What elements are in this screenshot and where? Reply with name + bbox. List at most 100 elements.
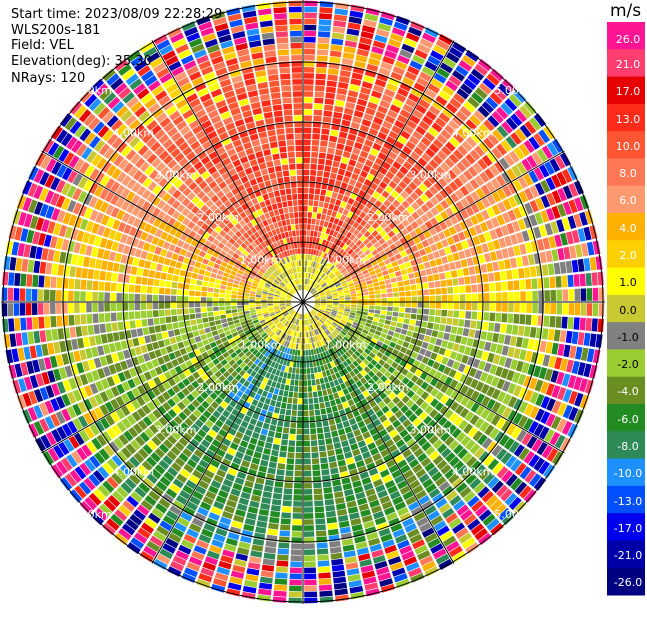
- range-gate: [242, 434, 251, 443]
- range-gate: [551, 400, 562, 414]
- range-gate: [336, 87, 348, 96]
- range-gate: [368, 245, 376, 253]
- range-gate: [382, 161, 391, 170]
- range-gate: [397, 204, 406, 213]
- range-gate: [271, 381, 277, 388]
- range-gate: [409, 533, 423, 544]
- range-gate: [395, 439, 406, 448]
- range-gate: [474, 63, 488, 76]
- range-gate: [425, 210, 434, 220]
- range-gate: [545, 383, 555, 396]
- range-gate: [458, 319, 465, 327]
- range-gate: [133, 509, 146, 521]
- range-gate: [344, 451, 353, 459]
- range-gate: [337, 377, 344, 385]
- range-gate: [287, 452, 295, 459]
- range-gate: [475, 245, 484, 255]
- range-gate: [345, 334, 352, 340]
- range-gate: [324, 196, 331, 203]
- range-gate: [239, 440, 249, 448]
- range-gate: [307, 286, 311, 292]
- range-gate: [421, 321, 428, 328]
- range-gate: [286, 314, 291, 320]
- range-gate: [357, 250, 364, 257]
- range-gate: [376, 522, 389, 531]
- range-gate: [231, 305, 237, 310]
- range-gate: [355, 313, 362, 318]
- range-gate: [535, 197, 545, 211]
- range-gate: [342, 151, 351, 159]
- range-gate: [334, 270, 340, 276]
- range-gate: [340, 214, 347, 222]
- range-gate: [556, 303, 563, 315]
- range-gate: [322, 315, 328, 320]
- range-gate: [344, 216, 351, 224]
- range-gate: [318, 19, 332, 26]
- range-gate: [198, 534, 212, 544]
- range-gate: [342, 483, 353, 491]
- range-gate: [343, 344, 350, 351]
- range-gate: [313, 282, 318, 288]
- range-gate: [436, 459, 448, 470]
- range-gate: [216, 324, 223, 330]
- range-gate: [245, 448, 254, 457]
- range-gate: [279, 358, 285, 365]
- range-gate: [315, 284, 320, 290]
- range-gate: [286, 322, 291, 328]
- range-gate: [344, 426, 353, 434]
- range-gate: [261, 304, 267, 307]
- range-gate: [411, 211, 420, 220]
- range-gate: [420, 391, 430, 400]
- range-gate: [45, 262, 53, 275]
- range-gate: [289, 434, 296, 441]
- range-gate: [290, 342, 295, 349]
- range-gate: [435, 95, 448, 106]
- range-gate: [186, 443, 196, 453]
- range-gate: [318, 250, 323, 257]
- range-gate: [515, 232, 524, 244]
- range-gate: [120, 340, 128, 350]
- range-gate: [489, 164, 500, 177]
- range-gate: [383, 199, 392, 208]
- range-gate: [485, 494, 499, 508]
- range-gate: [219, 516, 232, 526]
- range-gate: [440, 394, 449, 405]
- range-gate: [383, 339, 391, 346]
- range-gate: [319, 307, 326, 311]
- range-gate: [226, 383, 235, 391]
- range-gate: [517, 268, 525, 279]
- range-gate: [439, 62, 454, 74]
- range-gate: [330, 250, 336, 257]
- range-gate: [321, 239, 327, 246]
- range-gate: [329, 216, 335, 223]
- range-gate: [362, 291, 369, 296]
- range-gate: [279, 338, 284, 345]
- range-gate: [414, 227, 423, 236]
- range-gate: [279, 530, 291, 537]
- range-gate: [490, 522, 504, 536]
- range-gate: [496, 292, 502, 302]
- range-gate: [390, 277, 397, 283]
- range-gate: [586, 348, 595, 363]
- range-gate: [445, 490, 458, 502]
- range-gate: [361, 514, 373, 523]
- range-gate: [303, 199, 308, 206]
- range-gate: [421, 341, 429, 349]
- range-gate: [334, 588, 348, 596]
- range-gate: [195, 291, 201, 297]
- range-gate: [276, 350, 281, 357]
- range-gate: [337, 514, 349, 522]
- range-gate: [427, 322, 434, 329]
- range-gate: [419, 327, 427, 335]
- range-gate: [419, 522, 432, 533]
- range-gate: [21, 258, 29, 272]
- range-gate: [266, 379, 273, 386]
- range-gate: [377, 400, 386, 409]
- range-gate: [344, 556, 358, 564]
- range-gate: [519, 279, 526, 290]
- range-gate: [340, 330, 347, 336]
- range-gate: [284, 320, 289, 326]
- range-gate: [561, 217, 571, 231]
- range-gate: [351, 72, 363, 81]
- range-gate: [8, 272, 15, 286]
